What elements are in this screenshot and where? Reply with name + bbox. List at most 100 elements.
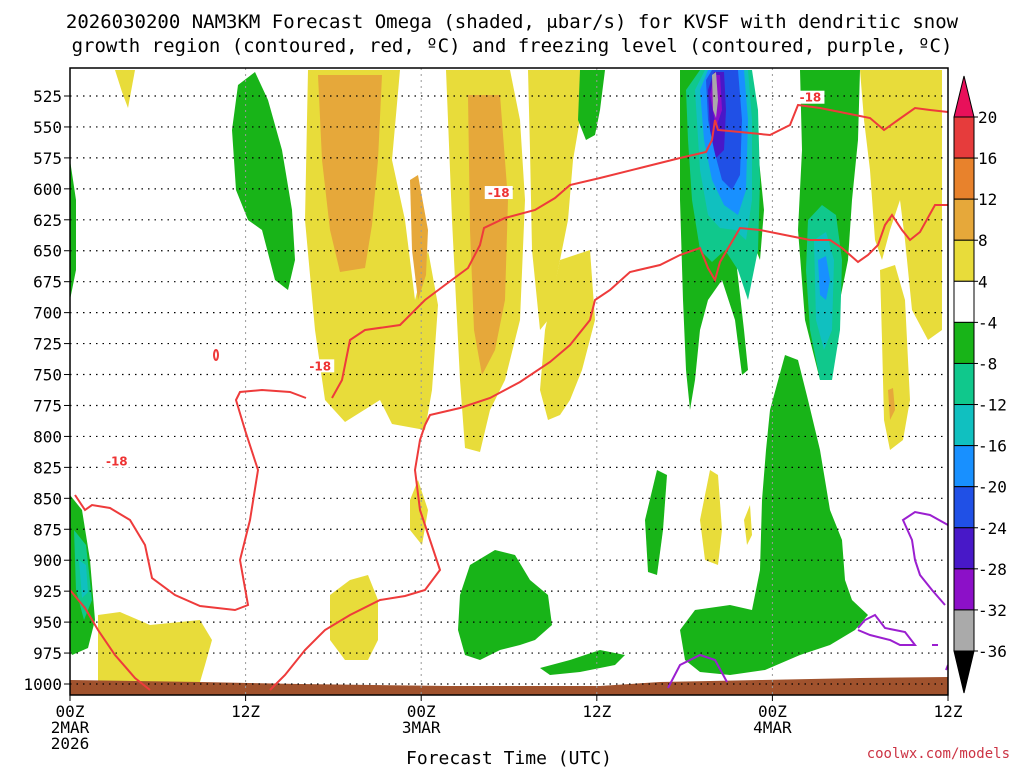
contour-label-bg [102, 454, 131, 468]
omega-yellow-lower-left [98, 612, 212, 682]
y-tick-label: 875 [33, 520, 62, 539]
omega-yellow-lower-mid [330, 575, 378, 660]
y-tick-label: 650 [33, 242, 62, 261]
colorbar-bottom-arrow [953, 650, 975, 694]
omega-yellow-small-top [115, 70, 135, 108]
y-tick-label: 975 [33, 644, 62, 663]
x-tick-label: 12Z [934, 702, 963, 721]
plot-frame [69, 67, 949, 696]
colorbar-label: -24 [978, 519, 1007, 538]
y-tick-label: 550 [33, 118, 62, 137]
y-tick-label: 900 [33, 551, 62, 570]
omega-yellow-upper-right [860, 70, 942, 340]
colorbar-swatch [953, 239, 975, 282]
dgz-contour-upper [74, 388, 307, 612]
chart-title-line2: growth region (contoured, red, ºC) and f… [72, 35, 953, 57]
colorbar-swatch [953, 321, 975, 364]
colorbar: 20 16 12 8 4 -4 -8 -12 -16 -20 -24 -28 -32 -36 [953, 75, 1007, 694]
colorbar-label: 16 [978, 149, 997, 168]
omega-gray-core [712, 72, 718, 118]
x-tick-label: 00Z [56, 702, 85, 721]
colorbar-label: -4 [978, 313, 997, 332]
omega-yellow-tall-band [540, 250, 595, 420]
colorbar-swatch [953, 362, 975, 406]
y-tick-label: 525 [33, 87, 62, 106]
plot-area: -18 -18 -18 -18 [69, 67, 949, 696]
x-axis-title: Forecast Time (UTC) [406, 748, 612, 768]
omega-green-strip-1 [645, 470, 667, 575]
contour-label-bg [484, 186, 513, 200]
y-tick-label: 825 [33, 458, 62, 477]
colorbar-label: 20 [978, 108, 997, 127]
freezing-contour-bottom [667, 653, 728, 689]
contour-label-bg [306, 359, 335, 373]
contour-labels: -18 -18 -18 -18 [102, 90, 825, 469]
colorbar-swatch [953, 280, 975, 323]
y-tick-label: 850 [33, 489, 62, 508]
omega-orange-core-2a [410, 175, 428, 300]
y-tick-label: 675 [33, 273, 62, 292]
site-credit: coolwx.com/models [867, 746, 1010, 762]
dgz-contours [70, 103, 948, 691]
omega-cyan-left [79, 560, 88, 598]
y-tick-label: 775 [33, 396, 62, 415]
y-tick-label: 575 [33, 149, 62, 168]
x-tick-label: 12Z [231, 702, 260, 721]
colorbar-label: -8 [978, 354, 997, 373]
colorbar-label: 12 [978, 190, 997, 209]
omega-green-big-right [680, 355, 868, 675]
omega-green-upper-center [578, 70, 605, 140]
contour-label: -18 [106, 455, 128, 469]
surface-terrain [70, 677, 948, 695]
freezing-contour-right-lower [857, 613, 918, 646]
contour-label: -18 [488, 186, 510, 200]
dgz-contour-mid [424, 204, 948, 426]
x-tick-label: 3MAR [402, 718, 441, 737]
y-tick-label: 725 [33, 335, 62, 354]
colorbar-swatch [953, 527, 975, 570]
colorbar-label: -16 [978, 437, 1007, 456]
omega-blue-right [818, 256, 830, 300]
omega-yellow-small-right [700, 470, 722, 565]
omega-orange-core-2 [468, 95, 508, 375]
colorbar-swatch [953, 568, 975, 611]
colorbar-label: -36 [978, 642, 1007, 661]
y-tick-label: 800 [33, 427, 62, 446]
contour-label: -18 [309, 359, 331, 373]
dgz-contour-small-loop [213, 349, 219, 361]
x-tick-label: 4MAR [753, 718, 792, 737]
omega-green-left [232, 72, 295, 290]
omega-orange-core-1 [318, 75, 382, 272]
colorbar-swatch [953, 404, 975, 447]
omega-yellow-right-lower [880, 265, 910, 450]
colorbar-label: -28 [978, 560, 1007, 579]
y-tick-label: 925 [33, 582, 62, 601]
x-tick-label: 12Z [582, 702, 611, 721]
y-tick-label: 600 [33, 180, 62, 199]
colorbar-label: -12 [978, 396, 1007, 415]
colorbar-swatch [953, 157, 975, 200]
y-tick-label: 750 [33, 366, 62, 385]
colorbar-label: -20 [978, 478, 1007, 497]
x-tick-label: 00Z [758, 702, 787, 721]
y-tick-label: 625 [33, 211, 62, 230]
freezing-contour-right [901, 510, 948, 606]
dgz-contour-upper-b [331, 103, 948, 399]
omega-yellow-strip-right [744, 505, 752, 545]
y-tick-label: 950 [33, 613, 62, 632]
chart-title-line1: 2026030200 NAM3KM Forecast Omega (shaded… [66, 11, 959, 33]
y-axis-labels: 525 550 575 600 625 650 675 700 725 750 775 800 825 8… [23, 87, 70, 694]
contour-label-bg [796, 90, 825, 104]
omega-orange-small-right [888, 388, 895, 420]
x-tick-label: 00Z [407, 702, 436, 721]
colorbar-swatch [953, 198, 975, 241]
omega-green-mid-lower [458, 550, 552, 660]
x-tick-label: 2MAR [51, 718, 90, 737]
colorbar-swatch [953, 609, 975, 652]
colorbar-swatch [953, 116, 975, 159]
colorbar-label: 4 [978, 272, 988, 291]
colorbar-label: -32 [978, 601, 1007, 620]
dgz-contour-lower [269, 424, 442, 691]
